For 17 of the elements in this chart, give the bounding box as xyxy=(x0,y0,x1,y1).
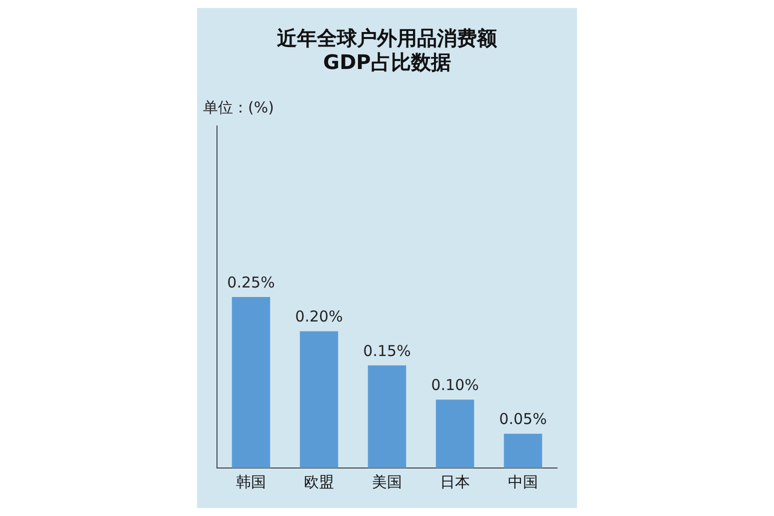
x-tick-label: 美国 xyxy=(372,472,402,491)
data-label: 0.05% xyxy=(499,410,547,428)
x-tick-label: 韩国 xyxy=(236,472,266,491)
data-label: 0.25% xyxy=(227,273,275,292)
x-tick-label: 中国 xyxy=(508,472,538,491)
data-label: 0.20% xyxy=(295,308,343,326)
data-label: 0.10% xyxy=(431,376,479,394)
bar xyxy=(232,297,270,468)
y-axis-title: 单位：(%) xyxy=(203,98,274,116)
bar xyxy=(436,400,474,468)
chart-title: 近年全球户外用品消费额 GDP占比数据 xyxy=(276,26,498,74)
data-label: 0.15% xyxy=(363,342,411,360)
bar xyxy=(300,331,338,468)
bar xyxy=(368,365,406,468)
x-tick-label: 欧盟 xyxy=(304,472,334,491)
x-tick-label: 日本 xyxy=(440,472,470,491)
bar xyxy=(504,434,542,468)
